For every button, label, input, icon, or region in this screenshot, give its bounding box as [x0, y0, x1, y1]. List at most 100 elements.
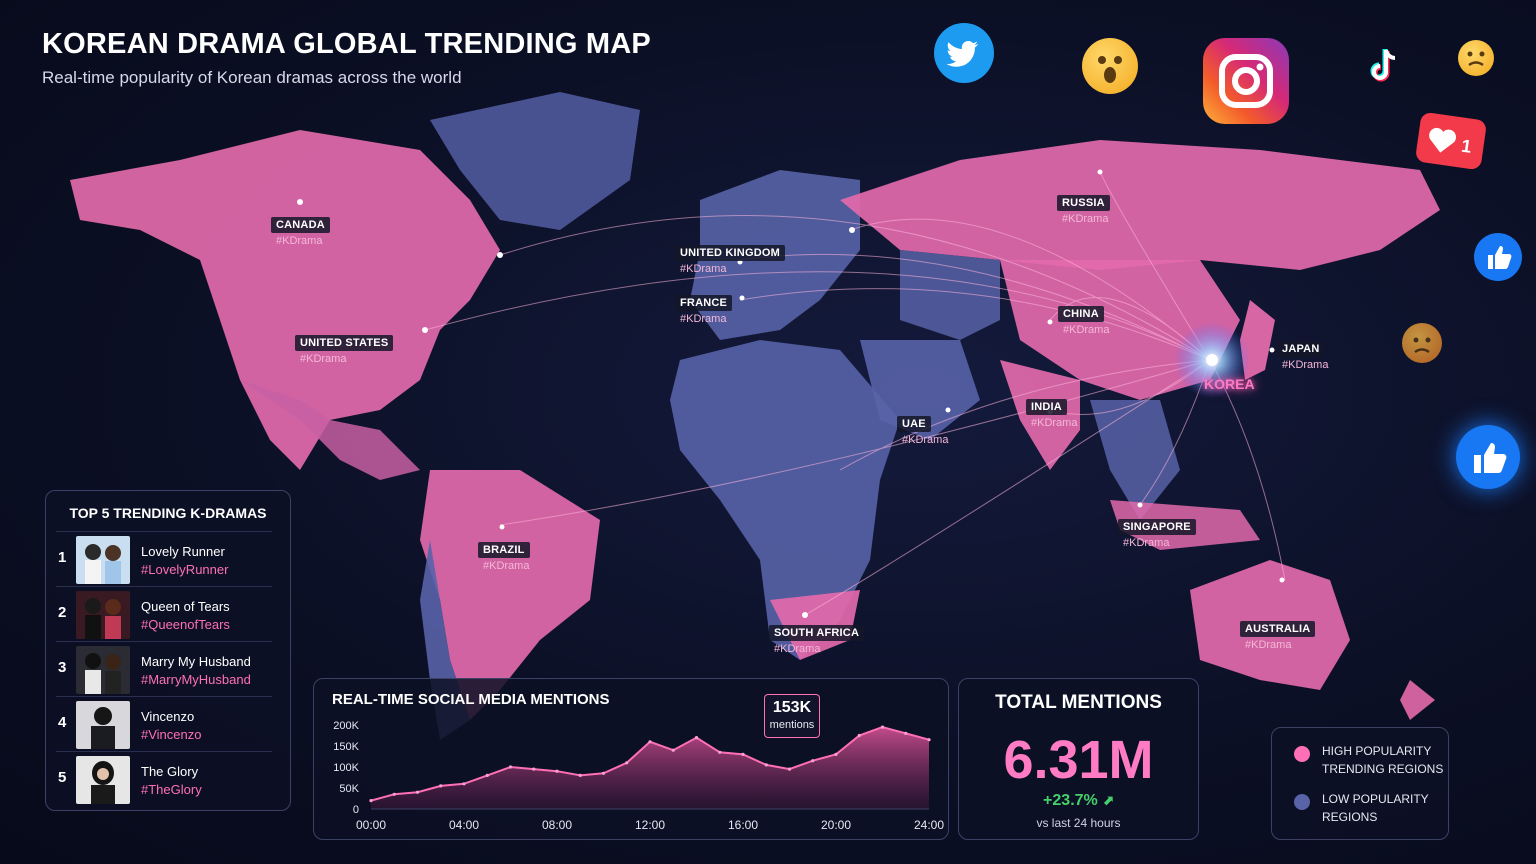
y-tick-label: 100K: [333, 762, 359, 774]
data-point: [880, 725, 885, 729]
x-tick-label: 16:00: [728, 818, 758, 832]
region-africa: [670, 340, 900, 660]
region-central-america: [240, 380, 420, 480]
list-item[interactable]: 2 Queen of Tears #QueenofTears: [56, 586, 272, 639]
region-tag-japan[interactable]: JAPAN #KDrama: [1277, 339, 1333, 371]
region-country: INDIA: [1026, 399, 1067, 415]
callout-value: 153K: [772, 699, 812, 716]
x-tick-label: 08:00: [542, 818, 572, 832]
total-change: +23.7% ⬈: [959, 792, 1198, 810]
region-india: [1000, 360, 1080, 470]
region-hashtag: #KDrama: [1282, 359, 1329, 371]
data-point: [834, 752, 838, 756]
x-tick-label: 12:00: [635, 818, 665, 832]
page-title: KOREAN DRAMA GLOBAL TRENDING MAP: [42, 28, 651, 60]
region-southeast-asia: [1090, 400, 1180, 520]
up-arrow-icon: ⬈: [1102, 792, 1114, 808]
region-tag-brazil[interactable]: BRAZIL #KDrama: [478, 540, 534, 572]
region-tag-united-states[interactable]: UNITED STATES #KDrama: [295, 333, 394, 365]
data-point: [369, 799, 373, 803]
data-point: [415, 790, 420, 794]
drama-poster: [76, 756, 130, 804]
chart-callout: 153K mentions: [764, 694, 820, 738]
region-tag-russia[interactable]: RUSSIA #KDrama: [1057, 193, 1113, 225]
region-hashtag: #KDrama: [902, 434, 949, 446]
region-south-america: [420, 470, 600, 720]
region-tag-china[interactable]: CHINA #KDrama: [1058, 304, 1114, 336]
drama-poster: [76, 646, 130, 694]
region-tag-united-kingdom[interactable]: UNITED KINGDOM #KDrama: [675, 243, 785, 275]
region-country: RUSSIA: [1057, 195, 1110, 211]
total-value: 6.31M: [1003, 730, 1154, 790]
region-hashtag: #KDrama: [774, 643, 821, 655]
region-hashtag: #KDrama: [1245, 639, 1292, 651]
region-tag-singapore[interactable]: SINGAPORE #KDrama: [1118, 517, 1196, 549]
region-hashtag: #KDrama: [276, 235, 323, 247]
drama-rank: 5: [58, 769, 67, 786]
data-point: [811, 759, 815, 763]
region-central-asia: [900, 250, 1000, 340]
legend-high-label: HIGH POPULARITY TRENDING REGIONS: [1322, 744, 1444, 776]
region-country: CHINA: [1058, 306, 1104, 322]
region-tag-india[interactable]: INDIA #KDrama: [1026, 397, 1082, 429]
list-item[interactable]: 5 The Glory #TheGlory: [56, 751, 272, 804]
y-tick-label: 200K: [333, 720, 359, 732]
drama-rank: 3: [58, 659, 67, 676]
thumbs-up-icon: [1474, 233, 1522, 281]
surprised-emoji-icon: [1082, 38, 1138, 94]
x-tick-label: 04:00: [449, 818, 479, 832]
region-hashtag: #KDrama: [1063, 324, 1110, 336]
page-subtitle: Real-time popularity of Korean dramas ac…: [42, 68, 462, 87]
mentions-area: [371, 727, 929, 809]
list-item[interactable]: 1 Lovely Runner #LovelyRunner: [56, 531, 272, 584]
list-item[interactable]: 3 Marry My Husband #MarryMyHusband: [56, 641, 272, 694]
drama-poster: [76, 536, 130, 584]
drama-rank: 1: [58, 549, 67, 566]
region-country: SOUTH AFRICA: [769, 625, 865, 641]
mentions-chart-panel: REAL-TIME SOCIAL MEDIA MENTIONS 200K 150K…: [313, 678, 949, 840]
drama-name: Queen of Tears: [141, 599, 230, 614]
data-point: [508, 765, 513, 769]
drama-hashtag: #Vincenzo: [141, 727, 202, 742]
region-hashtag: #KDrama: [1031, 417, 1078, 429]
data-point: [392, 792, 396, 796]
region-tag-france[interactable]: FRANCE #KDrama: [675, 293, 733, 325]
list-item[interactable]: 4 Vincenzo #Vincenzo: [56, 696, 272, 749]
region-tag-australia[interactable]: AUSTRALIA #KDrama: [1240, 619, 1316, 651]
region-country: CANADA: [271, 217, 330, 233]
data-point: [601, 771, 606, 775]
data-point: [439, 784, 443, 788]
region-hashtag: #KDrama: [300, 353, 347, 365]
angry-emoji-icon: [1402, 323, 1442, 363]
region-tag-south-africa[interactable]: SOUTH AFRICA #KDrama: [769, 623, 865, 655]
region-russia: [840, 140, 1440, 270]
region-tag-uae[interactable]: UAE #KDrama: [897, 414, 953, 446]
callout-label: mentions: [769, 719, 815, 731]
region-country: FRANCE: [675, 295, 733, 311]
total-mentions-panel: TOTAL MENTIONS 6.31M +23.7% ⬈ vs last 24…: [958, 678, 1199, 840]
tiktok-icon: [1366, 46, 1402, 86]
data-point: [694, 736, 699, 740]
x-tick-label: 24:00: [914, 818, 944, 832]
data-point: [648, 740, 652, 744]
drama-hashtag: #TheGlory: [141, 782, 202, 797]
data-point: [741, 752, 745, 756]
region-tag-canada[interactable]: CANADA #KDrama: [271, 215, 330, 247]
data-point: [462, 782, 466, 786]
region-country: UNITED STATES: [295, 335, 394, 351]
region-hashtag: #KDrama: [680, 313, 727, 325]
drama-name: Lovely Runner: [141, 544, 225, 559]
y-tick-label: 0: [353, 804, 359, 816]
drama-rank: 2: [58, 604, 67, 621]
data-point: [787, 767, 792, 771]
drama-rank: 4: [58, 714, 67, 731]
region-country: BRAZIL: [478, 542, 530, 558]
data-point: [578, 773, 582, 777]
drama-name: Vincenzo: [141, 709, 195, 724]
region-country: UNITED KINGDOM: [675, 245, 785, 261]
y-tick-label: 150K: [333, 741, 359, 753]
drama-poster: [76, 591, 130, 639]
region-middle-east: [860, 340, 980, 440]
data-point: [485, 773, 489, 777]
